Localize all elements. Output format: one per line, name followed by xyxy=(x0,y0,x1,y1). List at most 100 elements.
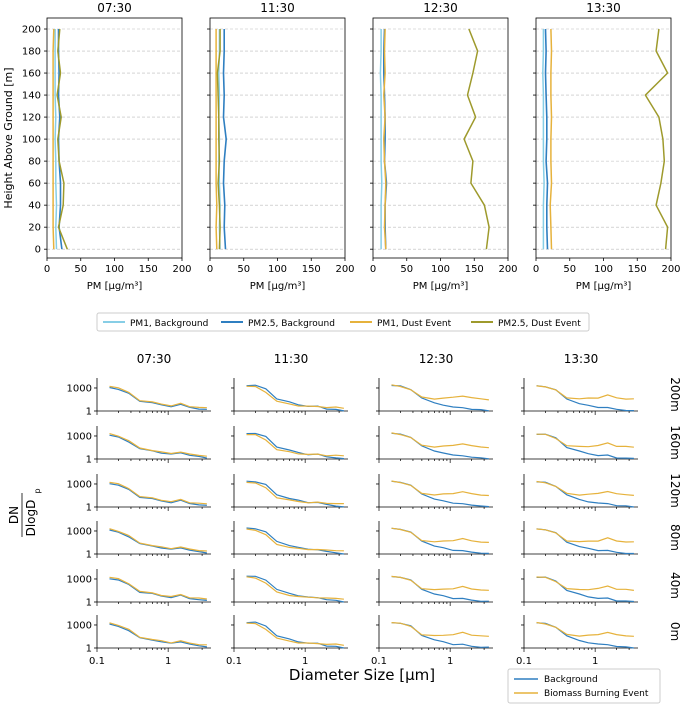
biomass-curve xyxy=(536,621,634,637)
biomass-curve xyxy=(246,576,344,600)
x-tick-label: 150 xyxy=(465,264,484,275)
x-tick-label: 50 xyxy=(563,264,576,275)
background-curve xyxy=(109,529,208,554)
y-tick-label: 1000 xyxy=(67,431,92,442)
y-tick-label: 120 xyxy=(22,113,41,124)
series-line-pm1-background xyxy=(54,29,58,250)
y-tick-label: 1000 xyxy=(67,620,92,631)
biomass-curve xyxy=(536,385,634,400)
subplot-title: 07:30 xyxy=(97,1,132,15)
background-curve xyxy=(246,432,344,460)
legend-label-pm25-dust: PM2.5, Dust Event xyxy=(498,319,581,329)
y-tick-label: 60 xyxy=(28,179,41,190)
biomass-curve xyxy=(391,527,489,543)
series-line-pm2-5-dust-event xyxy=(644,28,669,250)
ylabel-subscript: p xyxy=(33,488,42,493)
ylabel-denominator: DlogD xyxy=(24,500,38,537)
row-label: 200m xyxy=(668,377,682,412)
column-title: 07:30 xyxy=(137,352,172,366)
biomass-curve xyxy=(246,481,344,505)
column-title: 13:30 xyxy=(564,352,599,366)
x-axis-label: PM [µg/m³] xyxy=(87,281,143,292)
pm-panel-2: 12:30 0 50 100 150 200 PM [µg/m³] xyxy=(370,1,518,292)
x-tick-label: 150 xyxy=(628,264,647,275)
y-tick-label: 1000 xyxy=(67,479,92,490)
biomass-curve xyxy=(391,622,489,637)
series-line-pm1-background xyxy=(542,29,545,250)
x-tick-label: 1 xyxy=(447,656,453,667)
size-subplot: 0.1 1 xyxy=(516,615,638,667)
size-subplot xyxy=(521,426,638,463)
x-tick-label: 200 xyxy=(661,264,680,275)
size-subplot: 0.1 1 xyxy=(371,615,493,667)
y-tick-label: 80 xyxy=(28,157,41,168)
legend-label-pm1-dust: PM1, Dust Event xyxy=(377,319,452,329)
x-tick-label: 50 xyxy=(400,264,413,275)
x-axis-label: PM [µg/m³] xyxy=(413,281,469,292)
x-tick-label: 100 xyxy=(105,264,124,275)
biomass-curve xyxy=(391,480,489,497)
biomass-curve xyxy=(536,480,634,496)
size-subplot xyxy=(376,426,493,463)
x-tick-label: 0.1 xyxy=(516,656,532,667)
top-ylabel: Height Above Ground [m] xyxy=(2,67,15,208)
top-legend: PM1, Background PM2.5, Background PM1, D… xyxy=(96,312,590,332)
biomass-curve xyxy=(109,385,207,409)
background-curve xyxy=(246,384,345,412)
pm-panel-0: 07:30 0 50 100 150 200 PM [µg/m³] 0 20 40 60 80 100 1… xyxy=(22,1,192,292)
biomass-curve xyxy=(246,528,344,552)
top-legend-frame xyxy=(96,312,590,332)
x-tick-label: 0.1 xyxy=(89,656,105,667)
size-subplot xyxy=(521,378,638,415)
size-subplot xyxy=(376,521,493,558)
size-subplot xyxy=(231,521,348,558)
row-label: 80m xyxy=(668,524,682,551)
biomass-curve xyxy=(109,433,207,457)
subplot-title: 12:30 xyxy=(423,1,458,15)
column-title: 11:30 xyxy=(274,352,309,366)
x-tick-label: 200 xyxy=(498,264,517,275)
legend-label-pm25-bg: PM2.5, Background xyxy=(248,319,335,329)
row-label: 0m xyxy=(668,622,682,641)
size-subplot xyxy=(231,569,348,606)
column-title: 12:30 xyxy=(419,352,454,366)
y-tick-label: 1000 xyxy=(67,574,92,585)
x-tick-label: 0 xyxy=(533,264,539,275)
biomass-curve xyxy=(246,434,344,457)
biomass-curve xyxy=(536,433,634,448)
x-tick-label: 100 xyxy=(431,264,450,275)
size-distribution-grid: 07:30 11:30 12:30 13:30 200m 1 1000 160m 1 1000 12… xyxy=(67,352,682,667)
x-axis-label: PM [µg/m³] xyxy=(250,281,306,292)
biomass-curve xyxy=(109,576,207,600)
x-axis-label: PM [µg/m³] xyxy=(576,281,632,292)
x-tick-label: 0 xyxy=(207,264,213,275)
series-line-pm2-5-dust-event xyxy=(56,28,68,250)
size-subplot xyxy=(376,474,493,511)
y-tick-label: 20 xyxy=(28,223,41,234)
y-tick-label: 1000 xyxy=(67,526,92,537)
series-line-pm2-5-background xyxy=(544,28,549,250)
x-tick-label: 150 xyxy=(302,264,321,275)
x-tick-label: 0.1 xyxy=(226,656,242,667)
y-tick-label: 160 xyxy=(22,69,41,80)
x-tick-label: 0.1 xyxy=(371,656,387,667)
bottom-xlabel: Diameter Size [µm] xyxy=(289,666,435,684)
x-tick-label: 100 xyxy=(268,264,287,275)
axes-frame xyxy=(46,17,183,259)
row-label: 40m xyxy=(668,572,682,599)
x-tick-label: 200 xyxy=(172,264,191,275)
series-line-pm1-dust-event xyxy=(549,28,553,250)
background-curve xyxy=(109,434,208,459)
biomass-curve xyxy=(246,385,344,409)
axes-frame xyxy=(209,17,346,259)
axes-frame xyxy=(535,17,672,259)
biomass-curve xyxy=(391,575,489,591)
size-subplot: 1 1000 xyxy=(67,474,211,514)
legend-label-biomass: Biomass Burning Event xyxy=(544,689,649,699)
biomass-curve xyxy=(391,432,489,449)
series-line-pm2-5-dust-event xyxy=(216,29,221,250)
size-subplot xyxy=(231,378,348,415)
size-subplot: 1 1000 xyxy=(67,426,211,466)
size-subplot xyxy=(376,378,493,415)
